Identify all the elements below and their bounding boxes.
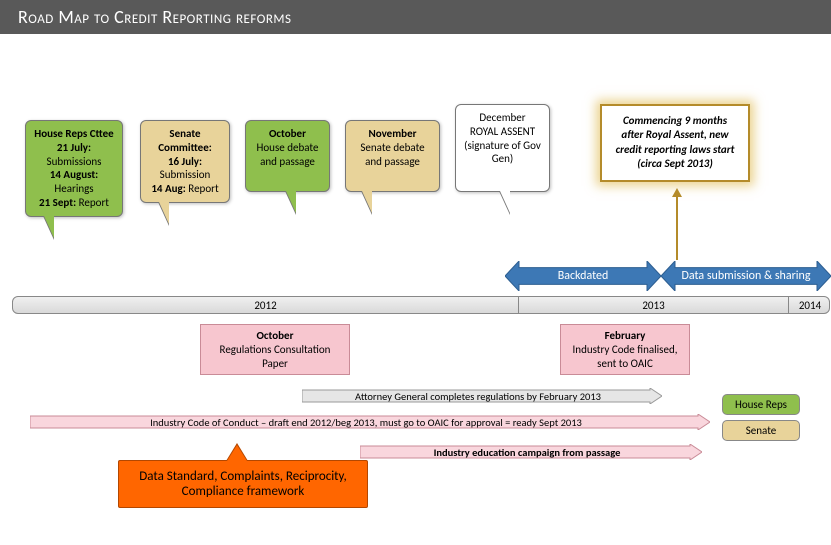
- industry-code-arrow-label: Industry Code of Conduct – draft end 201…: [30, 416, 710, 429]
- callout-line: House Reps Cttee: [34, 127, 114, 141]
- up-arrow-line: [676, 197, 678, 260]
- callout-line: (signature of Gov Gen): [464, 139, 541, 167]
- callout-december-royal-assent: DecemberROYAL ASSENT(signature of Gov Ge…: [455, 104, 550, 192]
- attorney-general-arrow-label: Attorney General completes regulations b…: [302, 390, 662, 403]
- callout-senate-committee: Senate Committee:16 July: Submission14 A…: [140, 120, 230, 203]
- callout-line: 21 Sept: Report: [34, 196, 114, 210]
- timeline-y2012: 2012: [13, 297, 518, 313]
- callout-november-senate: NovemberSenate debate and passage: [345, 120, 440, 192]
- attorney-general-arrow: Attorney General completes regulations b…: [302, 388, 662, 404]
- data-submission-arrow: Data submission & sharing: [661, 261, 831, 291]
- industry-education-arrow: Industry education campaign from passage: [360, 444, 702, 460]
- legend-senate: Senate: [722, 420, 800, 441]
- callout-line: 14 Aug: Report: [149, 182, 221, 196]
- orange-callout: Data Standard, Complaints, Reciprocity, …: [118, 460, 368, 508]
- timeline-bar: 201220132014: [12, 296, 830, 314]
- timeline-y2014: 2014: [788, 297, 831, 313]
- callout-house-reps-cttee: House Reps Cttee21 July: Submissions14 A…: [25, 120, 123, 217]
- backdated-arrow-label: Backdated: [558, 269, 609, 283]
- timeline-y2013: 2013: [518, 297, 788, 313]
- callout-line: House debate and passage: [254, 141, 321, 169]
- commencement-box: Commencing 9 months after Royal Assent, …: [600, 104, 750, 182]
- callout-line: 14 August: Hearings: [34, 168, 114, 196]
- orange-tail: [227, 445, 247, 461]
- orange-callout-text: Data Standard, Complaints, Reciprocity, …: [139, 469, 346, 499]
- page-title: Road Map to Credit Reporting reforms: [0, 0, 831, 34]
- data-submission-arrow-label: Data submission & sharing: [681, 269, 810, 283]
- up-arrow-head: [672, 188, 682, 197]
- callout-line: December: [464, 111, 541, 125]
- callout-line: October: [254, 127, 321, 141]
- callout-line: Senate Committee:: [149, 127, 221, 155]
- callout-line: 16 July: Submission: [149, 155, 221, 183]
- callout-line: ROYAL ASSENT: [464, 125, 541, 139]
- pink-october-regs: OctoberRegulations Consultation Paper: [200, 324, 350, 375]
- industry-code-arrow: Industry Code of Conduct – draft end 201…: [30, 414, 710, 430]
- callout-october-house: OctoberHouse debate and passage: [245, 120, 330, 192]
- legend-house-reps: House Reps: [722, 394, 800, 415]
- backdated-arrow: Backdated: [505, 261, 661, 291]
- pink-february-code: FebruaryIndustry Code finalised, sent to…: [560, 324, 690, 375]
- callout-line: Senate debate and passage: [354, 141, 431, 169]
- callout-line: November: [354, 127, 431, 141]
- industry-education-arrow-label: Industry education campaign from passage: [360, 446, 702, 459]
- callout-line: 21 July: Submissions: [34, 141, 114, 169]
